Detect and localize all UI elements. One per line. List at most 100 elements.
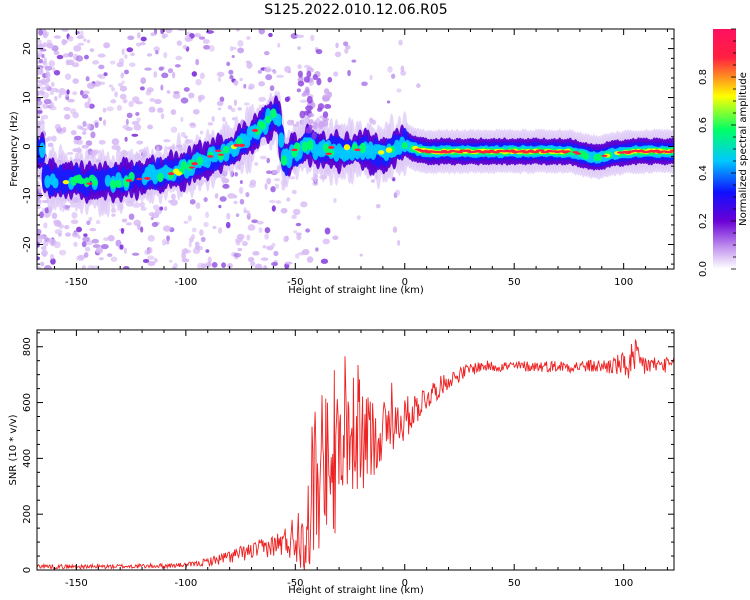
spectrogram-noise-point	[286, 197, 291, 202]
spectrogram-noise-point	[199, 72, 205, 80]
spectrogram-noise-point	[53, 50, 60, 55]
spectrogram-branch-point	[322, 111, 329, 119]
spectrogram-ridge-mark	[275, 113, 282, 127]
spectrogram-noise-point	[199, 229, 204, 236]
spectrogram-noise-point	[273, 250, 279, 257]
spectrogram-noise-point	[66, 89, 70, 95]
spectrogram-noise-point	[152, 204, 160, 210]
spectrogram-noise-point	[258, 227, 263, 233]
spectrogram-noise-point	[291, 214, 297, 220]
spectrogram-noise-point	[56, 127, 65, 135]
spectrogram-noise-point	[229, 45, 234, 52]
spectrogram-noise-point	[87, 97, 91, 104]
spectrogram-noise-point	[195, 58, 200, 66]
spectrogram-noise-point	[71, 62, 80, 68]
spectrogram-noise-point	[170, 109, 177, 115]
spectrogram-noise-point	[58, 88, 66, 95]
spectrogram-noise-point	[86, 220, 91, 226]
spectrogram-noise-point	[344, 48, 349, 54]
spectrogram-ridge-mark	[666, 150, 674, 154]
spectrogram-noise-point	[124, 69, 129, 75]
spectrogram-noise-point	[264, 183, 268, 190]
spectrogram-noise-point	[135, 42, 142, 47]
spectrogram-noise-point	[231, 46, 237, 50]
spectrogram-noise-point	[126, 112, 133, 119]
spectrogram-noise-point	[76, 226, 82, 233]
spectrogram-noise-point	[133, 219, 142, 227]
spectrogram-noise-point	[121, 218, 128, 223]
spectrogram-noise-point	[259, 155, 267, 160]
spectrogram-noise-point	[295, 222, 302, 227]
spectrogram-noise-point	[209, 44, 215, 52]
spectrogram-noise-point	[43, 98, 52, 105]
spectrogram-noise-point	[37, 205, 41, 210]
spectrogram-noise-point	[116, 104, 123, 111]
spectrogram-noise-point	[109, 60, 116, 65]
spectrogram-ridge-mark	[86, 182, 93, 185]
spectrogram-noise-point	[334, 51, 342, 58]
spectrogram-noise-point	[73, 45, 82, 52]
spectrogram-noise-point	[43, 61, 48, 69]
x-tick-label: -100	[175, 277, 198, 288]
spectrogram-noise-point	[166, 235, 170, 242]
spectrogram-noise-point	[283, 235, 289, 243]
spectrogram-noise-point	[148, 246, 153, 254]
spectrogram-noise-point	[150, 216, 154, 221]
spectrogram-noise-point	[37, 109, 43, 114]
spectrogram-noise-point	[119, 244, 124, 250]
spectrogram-branch-point	[306, 70, 312, 78]
spectrogram-noise-point	[38, 80, 43, 87]
spectrogram-noise-point	[94, 80, 102, 87]
spectrogram-noise-point	[254, 263, 263, 269]
spectrogram-noise-point	[239, 77, 244, 82]
spectrogram-noise-point	[387, 66, 393, 73]
spectrogram-noise-point	[51, 135, 57, 142]
spectrogram-plot-area	[37, 29, 674, 269]
spectrogram-noise-point	[359, 253, 363, 257]
y-tick-label: 10	[22, 91, 33, 104]
spectrogram-ridge-mark	[215, 149, 222, 153]
spectrogram-noise-point	[218, 204, 222, 209]
spectrogram-noise-point	[233, 194, 238, 199]
spectrogram-noise-point	[306, 256, 314, 263]
spectrogram-noise-point	[303, 64, 311, 69]
spectrogram-noise-point	[227, 192, 236, 199]
spectrogram-noise-point	[221, 262, 226, 268]
spectrogram-noise-point	[131, 252, 140, 256]
spectrogram-branch-point	[316, 77, 322, 86]
spectrogram-noise-point	[38, 29, 44, 36]
spectrogram-noise-point	[254, 161, 259, 166]
spectrogram-noise-point	[119, 93, 127, 100]
spectrogram-ridge-mark	[509, 149, 516, 152]
spectrogram-noise-point	[226, 61, 231, 67]
spectrogram-noise-point	[200, 236, 206, 242]
spectrogram-noise-point	[258, 96, 266, 102]
spectrogram-noise-point	[234, 171, 238, 177]
spectrogram-noise-point	[86, 123, 92, 130]
spectrogram-noise-point	[212, 225, 217, 230]
spectrogram-noise-point	[103, 42, 111, 49]
spectrogram-noise-point	[351, 59, 357, 63]
spectrogram-noise-point	[173, 262, 178, 269]
x-tick-label: 50	[508, 277, 521, 288]
spectrogram-noise-point	[154, 98, 162, 105]
spectrogram-noise-point	[126, 47, 134, 53]
spectrogram-noise-point	[369, 74, 373, 81]
spectrogram-noise-point	[265, 74, 273, 81]
spectrogram-noise-point	[142, 259, 150, 264]
x-tick-label: 100	[614, 277, 633, 288]
x-tick-label: -100	[175, 578, 198, 589]
spectrogram-noise-point	[102, 119, 107, 126]
spectrogram-noise-point	[62, 39, 68, 44]
spectrogram-noise-point	[53, 35, 62, 39]
spectrogram-noise-point	[315, 48, 323, 55]
spectrogram-noise-point	[37, 68, 44, 75]
spectrogram-noise-point	[225, 221, 231, 229]
spectrogram-ridge-mark	[278, 132, 285, 148]
spectrogram-noise-point	[64, 224, 70, 230]
spectrogram-noise-point	[266, 177, 272, 185]
spectrogram-branch-point	[318, 121, 324, 129]
spectrogram-noise-point	[81, 265, 86, 269]
spectrogram-noise-point	[41, 246, 47, 251]
spectrogram-noise-point	[153, 46, 160, 52]
